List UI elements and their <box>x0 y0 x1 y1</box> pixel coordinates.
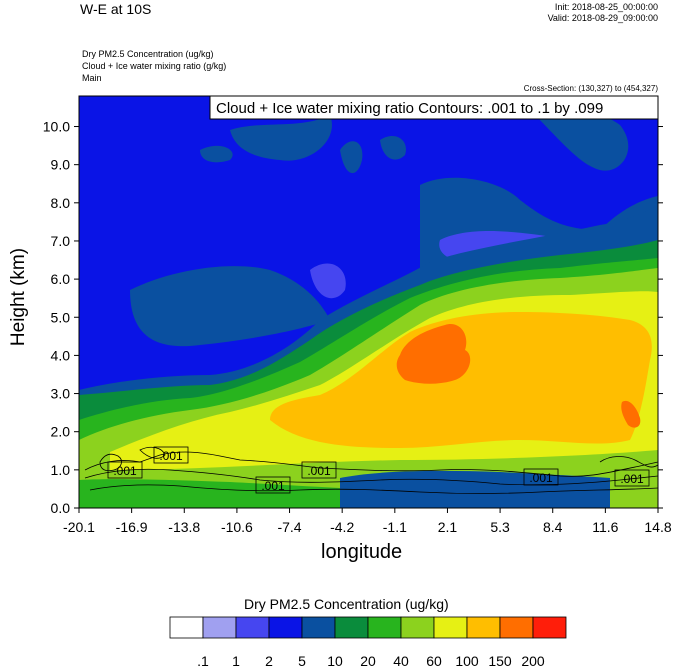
y-tick-label: 10.0 <box>43 119 70 135</box>
y-tick-label: 8.0 <box>51 195 71 211</box>
contour-label: .001 <box>529 471 553 485</box>
contour-label-box <box>614 469 650 487</box>
contour-label: .001 <box>307 464 331 478</box>
valid-time: Valid: 2018-08-29_09:00:00 <box>547 13 658 23</box>
colorbar: .1 1 2 5 10 20 40 60 100 150 200 <box>169 616 567 667</box>
x-axis: -20.1 -16.9 -13.8 -10.6 -7.4 -4.2 -1.1 2.1 5.3 8.… <box>63 508 672 535</box>
colorbar-swatch <box>532 616 567 639</box>
contour-label-box <box>107 461 143 479</box>
colorbar-label: 20 <box>360 653 376 667</box>
x-tick-label: -1.1 <box>383 519 407 535</box>
colorbar-swatch <box>169 616 204 639</box>
colorbar-label: 10 <box>327 653 343 667</box>
colorbar-label: 1 <box>232 653 240 667</box>
y-tick-label: 0.0 <box>51 500 71 516</box>
y-tick-label: 6.0 <box>51 271 71 287</box>
init-time: Init: 2018-08-25_00:00:00 <box>554 2 658 12</box>
field-layer-redorange <box>396 324 641 428</box>
colorbar-swatch <box>466 616 501 639</box>
x-tick-label: -20.1 <box>63 519 95 535</box>
colorbar-swatch <box>433 616 468 639</box>
colorbar-label: 2 <box>265 653 273 667</box>
contour-label-box <box>153 446 189 464</box>
colorbar-swatch <box>334 616 369 639</box>
concentration-field <box>79 96 658 508</box>
subtitle-cloud: Cloud + Ice water mixing ratio (g/kg) <box>82 61 227 71</box>
subtitle-pm25: Dry PM2.5 Concentration (ug/kg) <box>82 49 214 59</box>
colorbar-label: .1 <box>197 653 209 667</box>
colorbar-label: 5 <box>298 653 306 667</box>
contour-label: .001 <box>113 464 137 478</box>
x-axis-title: longitude <box>321 541 403 563</box>
colorbar-label: 150 <box>488 653 512 667</box>
colorbar-swatch <box>202 616 237 639</box>
field-layer-orange <box>270 312 652 448</box>
colorbar-label: 40 <box>393 653 409 667</box>
x-tick-label: 8.4 <box>543 519 563 535</box>
y-axis-title: Height (km) <box>8 247 29 347</box>
colorbar-label: 100 <box>455 653 479 667</box>
x-tick-label: 14.8 <box>644 519 671 535</box>
y-tick-label: 7.0 <box>51 233 71 249</box>
x-tick-label: -16.9 <box>116 519 148 535</box>
y-tick-label: 5.0 <box>51 309 71 325</box>
x-tick-label: -10.6 <box>221 519 253 535</box>
x-tick-label: 11.6 <box>592 519 618 535</box>
contour-label-box <box>255 476 291 494</box>
y-tick-label: 9.0 <box>51 157 71 173</box>
colorbar-label: 200 <box>521 653 545 667</box>
contour-labels: .001 .001 .001 .001 .001 .001 <box>107 446 650 494</box>
contour-info-text: Cloud + Ice water mixing ratio Contours:… <box>216 100 603 117</box>
chart-title: W-E at 10S <box>80 1 152 17</box>
y-axis: 0.0 1.0 2.0 3.0 4.0 5.0 6.0 7.0 8.0 9.0 10.0 <box>43 119 663 516</box>
colorbar-swatch <box>268 616 303 639</box>
x-tick-label: 5.3 <box>490 519 510 535</box>
contour-label: .001 <box>261 479 285 493</box>
x-tick-label: -4.2 <box>330 519 354 535</box>
field-layer-surface-green <box>79 479 340 508</box>
subtitle-main: Main <box>82 73 102 83</box>
colorbar-swatch <box>301 616 336 639</box>
x-tick-label: 2.1 <box>438 519 458 535</box>
contour-label: .001 <box>159 449 183 463</box>
colorbar-swatch <box>235 616 270 639</box>
colorbar-swatch <box>499 616 534 639</box>
y-tick-label: 3.0 <box>51 386 71 402</box>
y-tick-label: 2.0 <box>51 424 71 440</box>
x-tick-label: -7.4 <box>277 519 301 535</box>
y-tick-label: 1.0 <box>51 462 71 478</box>
contour-label-box <box>301 461 337 479</box>
contour-label: .001 <box>620 472 644 486</box>
field-layer-surface-blue <box>340 470 610 508</box>
colorbar-swatch <box>367 616 402 639</box>
contour-info-box <box>209 95 659 120</box>
colorbar-label: 60 <box>426 653 442 667</box>
y-tick-label: 4.0 <box>51 347 71 363</box>
colorbar-title: Dry PM2.5 Concentration (ug/kg) <box>244 596 449 612</box>
x-tick-label: -13.8 <box>168 519 200 535</box>
contour-label-box <box>523 468 559 486</box>
colorbar-swatch <box>400 616 435 639</box>
cross-section-label: Cross-Section: (130,327) to (454,327) <box>523 84 658 93</box>
